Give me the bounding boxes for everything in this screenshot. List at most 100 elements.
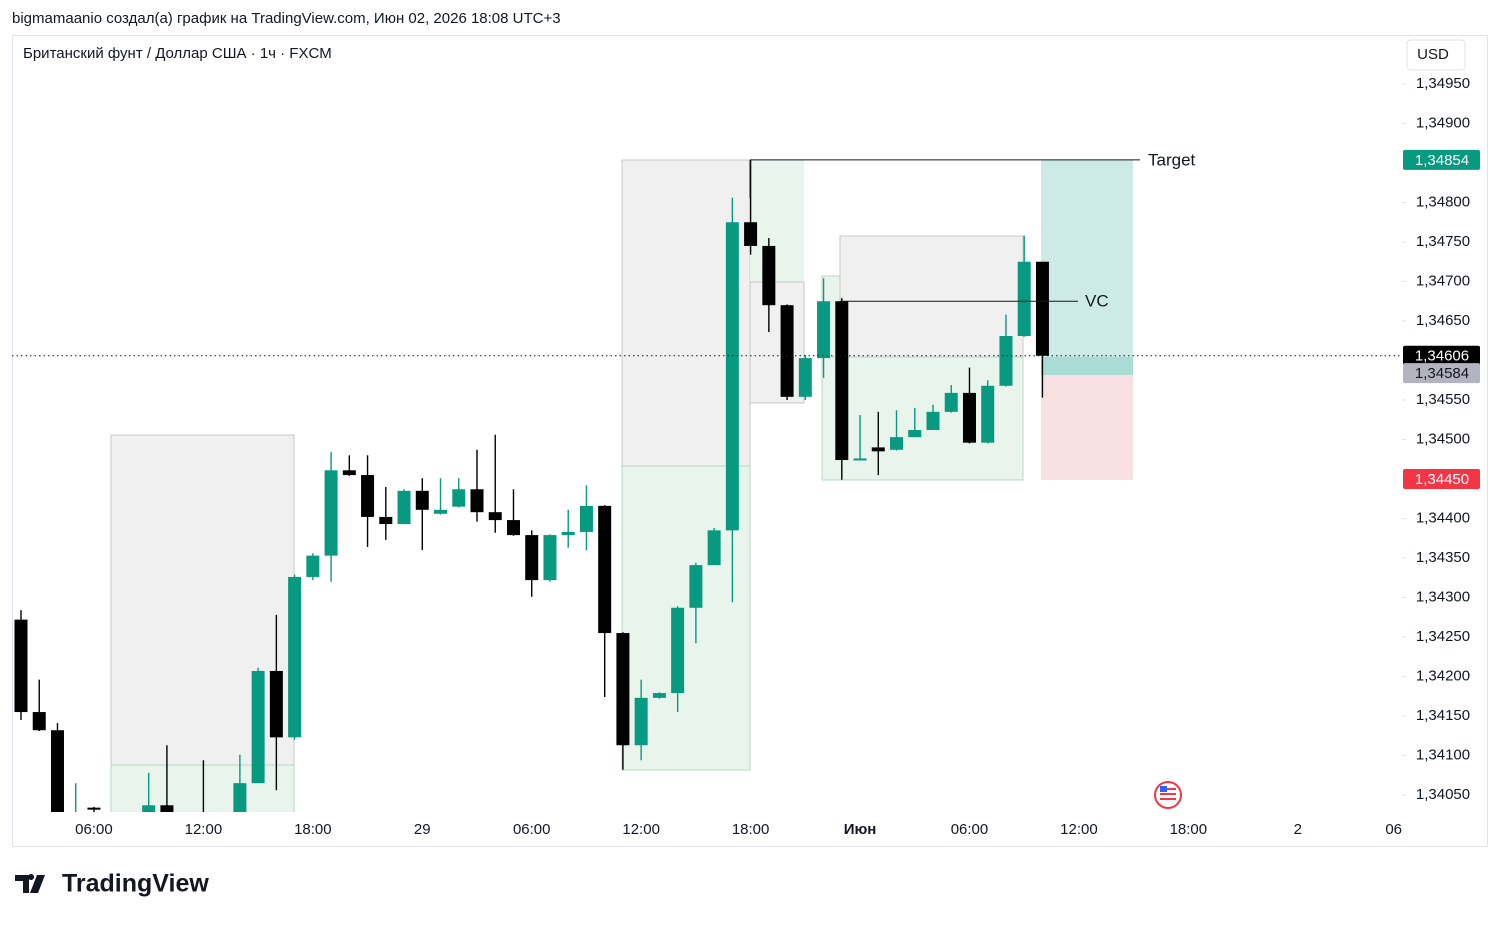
- price-tag-label: 1,34854: [1415, 152, 1469, 169]
- candle-body: [269, 670, 283, 738]
- currency-button[interactable]: [1406, 39, 1466, 71]
- x-tick-label: 12:00: [1060, 821, 1098, 838]
- y-tick-label: 1,34300: [1416, 588, 1470, 605]
- y-tick-label: 1,34250: [1416, 628, 1470, 645]
- candle-body: [32, 712, 46, 731]
- candle-body: [251, 670, 265, 784]
- candle-body: [342, 470, 356, 476]
- x-tick-label: 29: [414, 821, 431, 838]
- price-tag: [1403, 345, 1480, 366]
- x-tick-label: 2: [1294, 821, 1302, 838]
- candle-body: [671, 607, 685, 694]
- y-tick-label: 1,34350: [1416, 549, 1470, 566]
- y-tick-label: 1,34750: [1416, 233, 1470, 250]
- price-tag: [1403, 149, 1480, 170]
- candle-body: [871, 447, 885, 452]
- x-tick-label: 18:00: [1170, 821, 1208, 838]
- candle-body: [160, 805, 174, 812]
- candle-body: [233, 783, 247, 812]
- candle-body: [780, 305, 794, 397]
- candle-body: [890, 437, 904, 450]
- currency[interactable]: USD: [1417, 46, 1449, 63]
- target-zone: [1041, 160, 1133, 357]
- zone: [839, 235, 1024, 358]
- candle-body: [324, 470, 338, 556]
- candle-body: [142, 805, 156, 812]
- y-tick-label: 1,34650: [1416, 312, 1470, 329]
- candles: [14, 159, 1049, 827]
- candle-body: [707, 530, 721, 566]
- price-tag: [1403, 469, 1480, 489]
- candle-body: [1035, 261, 1049, 356]
- y-tick-label: 1,34700: [1416, 272, 1470, 289]
- x-tick-label: Июн: [844, 821, 877, 838]
- stop-zone: [1041, 375, 1133, 480]
- x-tick-label: 06:00: [951, 821, 989, 838]
- chart-title: Британский фунт / Доллар США · 1ч · FXCM: [23, 45, 332, 62]
- price-tag-label: 1,34606: [1415, 348, 1469, 365]
- candle-body: [87, 807, 101, 810]
- candle-body: [379, 516, 393, 525]
- candle-body: [397, 490, 411, 525]
- candle-body: [798, 358, 812, 397]
- annotation: Target: [1148, 150, 1196, 169]
- candle-body: [452, 489, 466, 507]
- candle-body: [835, 301, 849, 461]
- candle-body: [506, 520, 520, 536]
- candle-body: [962, 392, 976, 443]
- candle-body: [944, 392, 958, 412]
- logo-text: TradingView: [62, 870, 209, 898]
- y-tick-label: 1,34800: [1416, 193, 1470, 210]
- y-tick-label: 1,34550: [1416, 391, 1470, 408]
- candle-body: [561, 531, 575, 536]
- target-zone: [1041, 357, 1133, 375]
- candle-body: [616, 633, 630, 746]
- candle-body: [14, 619, 28, 713]
- candle-body: [817, 301, 831, 359]
- x-tick-label: 18:00: [294, 821, 332, 838]
- candle-body: [853, 458, 867, 461]
- candle-body: [634, 697, 648, 746]
- y-tick-label: 1,34100: [1416, 746, 1470, 763]
- y-tick-label: 1,34900: [1416, 114, 1470, 131]
- candle-body: [415, 490, 429, 510]
- y-tick-label: 1,34050: [1416, 786, 1470, 803]
- candle-body: [689, 565, 703, 608]
- candle-body: [598, 505, 612, 634]
- x-tick-label: 12:00: [185, 821, 223, 838]
- candle-body: [361, 475, 375, 517]
- y-tick-label: 1,34150: [1416, 707, 1470, 724]
- price-tag-label: 1,34584: [1415, 365, 1469, 382]
- candle-body: [470, 489, 484, 513]
- zone: [110, 434, 295, 766]
- candle-body: [525, 535, 539, 581]
- x-tick-label: 12:00: [622, 821, 660, 838]
- candle-body: [579, 505, 593, 532]
- y-tick-label: 1,34400: [1416, 509, 1470, 526]
- us-flag: [1154, 781, 1182, 809]
- header: bigmamaanio создал(а) график на TradingV…: [12, 10, 561, 27]
- x-tick-label: 06:00: [513, 821, 551, 838]
- candle-body: [488, 512, 502, 521]
- y-tick-label: 1,34950: [1416, 75, 1470, 92]
- candle-body: [744, 222, 758, 246]
- x-tick-label: 06: [1385, 821, 1402, 838]
- x-tick-label: 18:00: [732, 821, 770, 838]
- price-tag: [1403, 363, 1480, 384]
- candle-body: [50, 730, 64, 812]
- candle-body: [652, 693, 666, 698]
- candle-body: [124, 823, 137, 827]
- candle-body: [981, 385, 995, 443]
- zone: [110, 764, 295, 812]
- candle-body: [306, 555, 320, 577]
- y-tick-label: 1,34200: [1416, 667, 1470, 684]
- price-tag-label: 1,34450: [1415, 471, 1469, 488]
- candle-body: [1017, 261, 1031, 337]
- logo: TradingView: [15, 870, 209, 898]
- candle-body: [543, 535, 557, 581]
- x-tick-label: 06:00: [75, 821, 113, 838]
- candle-body: [926, 411, 940, 431]
- chart-frame: [12, 35, 1488, 847]
